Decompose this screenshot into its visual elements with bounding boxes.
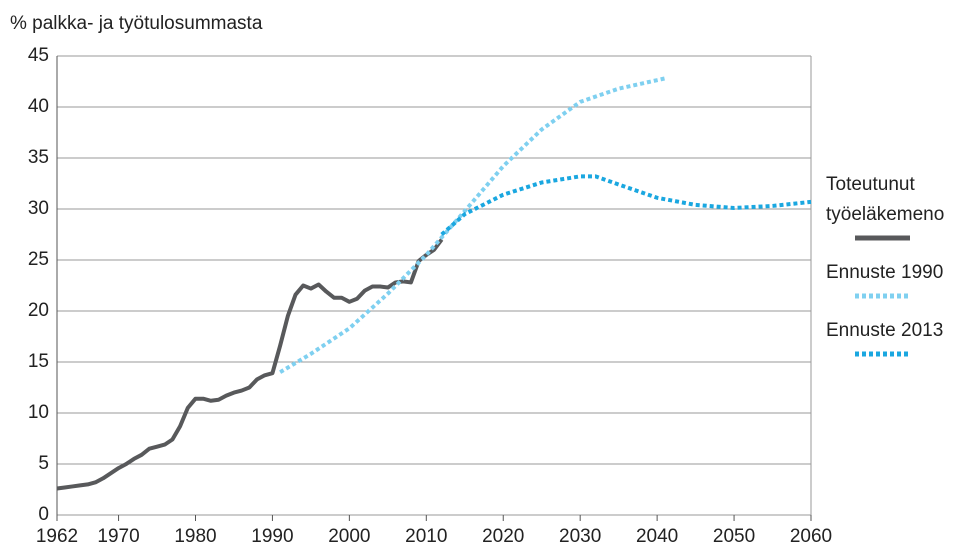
x-tick-label: 2040 bbox=[636, 526, 678, 547]
x-tick-label: 1962 bbox=[36, 526, 78, 547]
series-line bbox=[279, 76, 666, 374]
y-tick-label: 25 bbox=[28, 249, 49, 270]
y-axis-label: % palkka- ja työtulosummasta bbox=[10, 13, 263, 34]
x-tick-label: 2010 bbox=[405, 526, 447, 547]
x-tick-label: 2000 bbox=[328, 526, 370, 547]
x-tick-label: 2050 bbox=[713, 526, 755, 547]
x-tick-label: 2020 bbox=[482, 526, 524, 547]
x-tick-label: 1970 bbox=[97, 526, 139, 547]
legend-label: Ennuste 2013 bbox=[826, 320, 944, 341]
x-tick-label: 2030 bbox=[559, 526, 601, 547]
y-tick-label: 35 bbox=[28, 147, 49, 168]
x-tick-label: 1990 bbox=[251, 526, 293, 547]
series-line bbox=[440, 174, 812, 236]
y-tick-label: 5 bbox=[38, 453, 49, 474]
series-line bbox=[56, 238, 444, 491]
y-tick-label: 0 bbox=[38, 504, 49, 525]
y-tick-label: 40 bbox=[28, 96, 49, 117]
y-tick-label: 45 bbox=[28, 45, 49, 66]
legend-label: Ennuste 1990 bbox=[826, 262, 944, 283]
x-tick-label: 1980 bbox=[174, 526, 216, 547]
y-tick-label: 30 bbox=[28, 198, 49, 219]
legend-label: Toteutunut työeläkemeno bbox=[826, 174, 945, 225]
y-tick-label: 15 bbox=[28, 351, 49, 372]
x-tick-label: 2060 bbox=[790, 526, 832, 547]
y-tick-label: 20 bbox=[28, 300, 49, 321]
y-tick-label: 10 bbox=[28, 402, 49, 423]
